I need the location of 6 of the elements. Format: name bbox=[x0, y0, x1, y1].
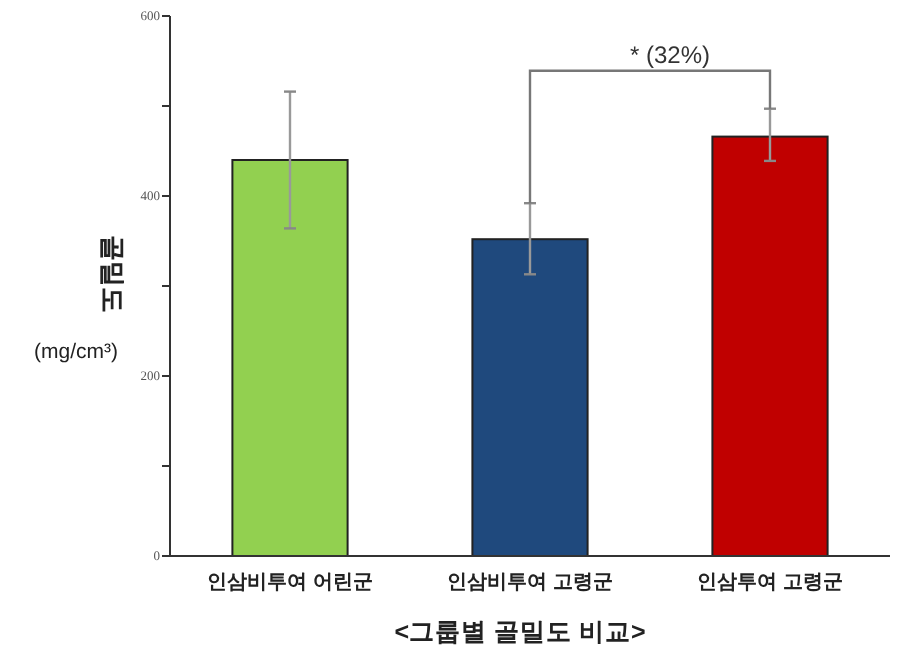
x-axis-title: <그룹별 골밀도 비교> bbox=[394, 618, 646, 646]
x-tick-label: 인삼투여 고령군 bbox=[697, 572, 843, 594]
annotation: * (32%) bbox=[629, 40, 711, 69]
x-tick-label: 인삼비투여 고령군 bbox=[447, 572, 613, 594]
y-axis-title: 골밀도 (mg/cm³) bbox=[34, 235, 128, 364]
x-tick-label: 인삼비투여 어린군 bbox=[207, 572, 373, 594]
